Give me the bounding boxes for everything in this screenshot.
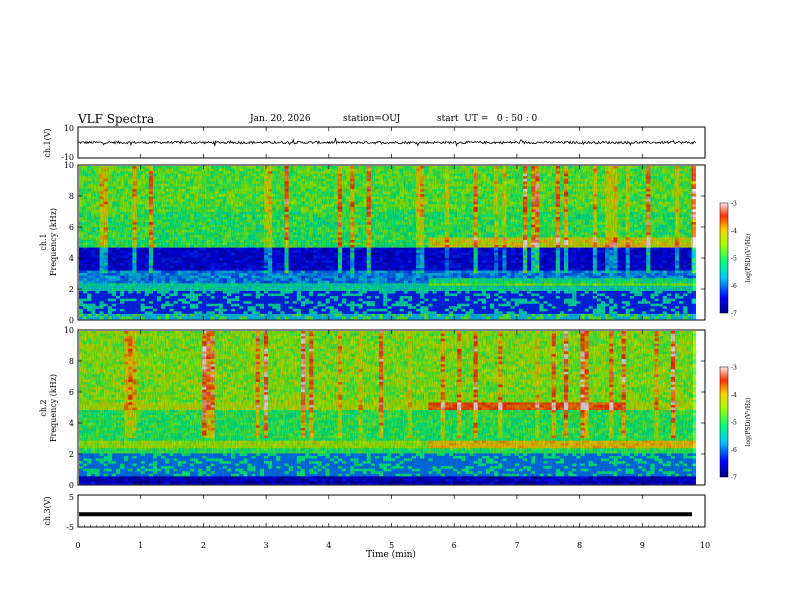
ch1-waveform-line <box>77 137 696 148</box>
date-label: Jan. 20, 2026 <box>250 114 311 124</box>
station-label: station=OUJ <box>343 114 401 124</box>
panel-ch1-waveform: 10 -10 ch.1(V) <box>43 124 706 162</box>
ch1-ytick-top: 10 <box>64 124 74 133</box>
ch1-ytick-bottom: -10 <box>61 153 74 162</box>
start-time-label: start UT = 0 : 50 : 0 <box>437 114 538 124</box>
ch1-ylabel: ch.1(V) <box>43 128 52 157</box>
chart-title: VLF Spectra <box>78 112 155 126</box>
